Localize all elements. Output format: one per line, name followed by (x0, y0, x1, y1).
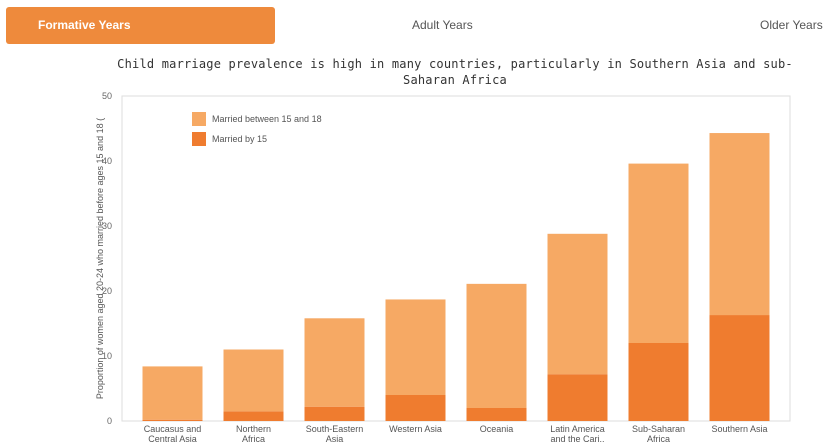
bar-segment (385, 395, 446, 421)
bar-segment (547, 233, 608, 375)
y-axis-label: Proportion of women aged 20-24 who marri… (95, 118, 105, 399)
x-tick-label: Caucasus and (144, 424, 202, 434)
x-tick-label: Northern (236, 424, 271, 434)
x-tick-label: and the Cari.. (550, 434, 604, 444)
bar-segment (142, 419, 203, 421)
bar-segment (628, 343, 689, 421)
tab-formative-years[interactable]: Formative Years (6, 7, 275, 44)
bar-segment (142, 366, 203, 420)
x-tick-label: Oceania (480, 424, 514, 434)
x-tick-label: South-Eastern (306, 424, 364, 434)
bar-segment (304, 406, 365, 421)
y-tick-label: 20 (102, 286, 112, 296)
bar-segment (547, 374, 608, 421)
x-tick-label: Central Asia (148, 434, 197, 444)
bar-segment (223, 349, 284, 412)
bar-segment (466, 408, 527, 421)
x-tick-label: Africa (242, 434, 265, 444)
plot-frame (121, 95, 791, 422)
bar-segment (304, 318, 365, 407)
bar-segment (466, 283, 527, 408)
legend-label: Married between 15 and 18 (212, 114, 322, 124)
x-tick-label: Southern Asia (711, 424, 767, 434)
y-tick-label: 50 (102, 91, 112, 101)
bar-segment (223, 411, 284, 421)
bar-segment (709, 133, 770, 316)
y-tick-label: 30 (102, 221, 112, 231)
x-tick-label: Asia (326, 434, 344, 444)
x-tick-label: Latin America (550, 424, 605, 434)
tab-bar: Formative Years Adult Years Older Years (0, 0, 830, 46)
legend-label: Married by 15 (212, 134, 267, 144)
chart-title: Child marriage prevalence is high in man… (117, 57, 793, 87)
bar-segment (385, 299, 446, 395)
y-tick-label: 40 (102, 156, 112, 166)
y-tick-label: 10 (102, 351, 112, 361)
x-tick-label: Africa (647, 434, 670, 444)
tab-adult-years[interactable]: Adult Years (412, 18, 473, 32)
bar-segment (628, 163, 689, 343)
legend-swatch (192, 112, 206, 126)
tab-older-years[interactable]: Older Years (760, 18, 823, 32)
x-tick-label: Sub-Saharan (632, 424, 685, 434)
x-tick-label: Western Asia (389, 424, 442, 434)
bar-segment (709, 315, 770, 421)
y-tick-label: 0 (107, 416, 112, 426)
legend-swatch (192, 132, 206, 146)
